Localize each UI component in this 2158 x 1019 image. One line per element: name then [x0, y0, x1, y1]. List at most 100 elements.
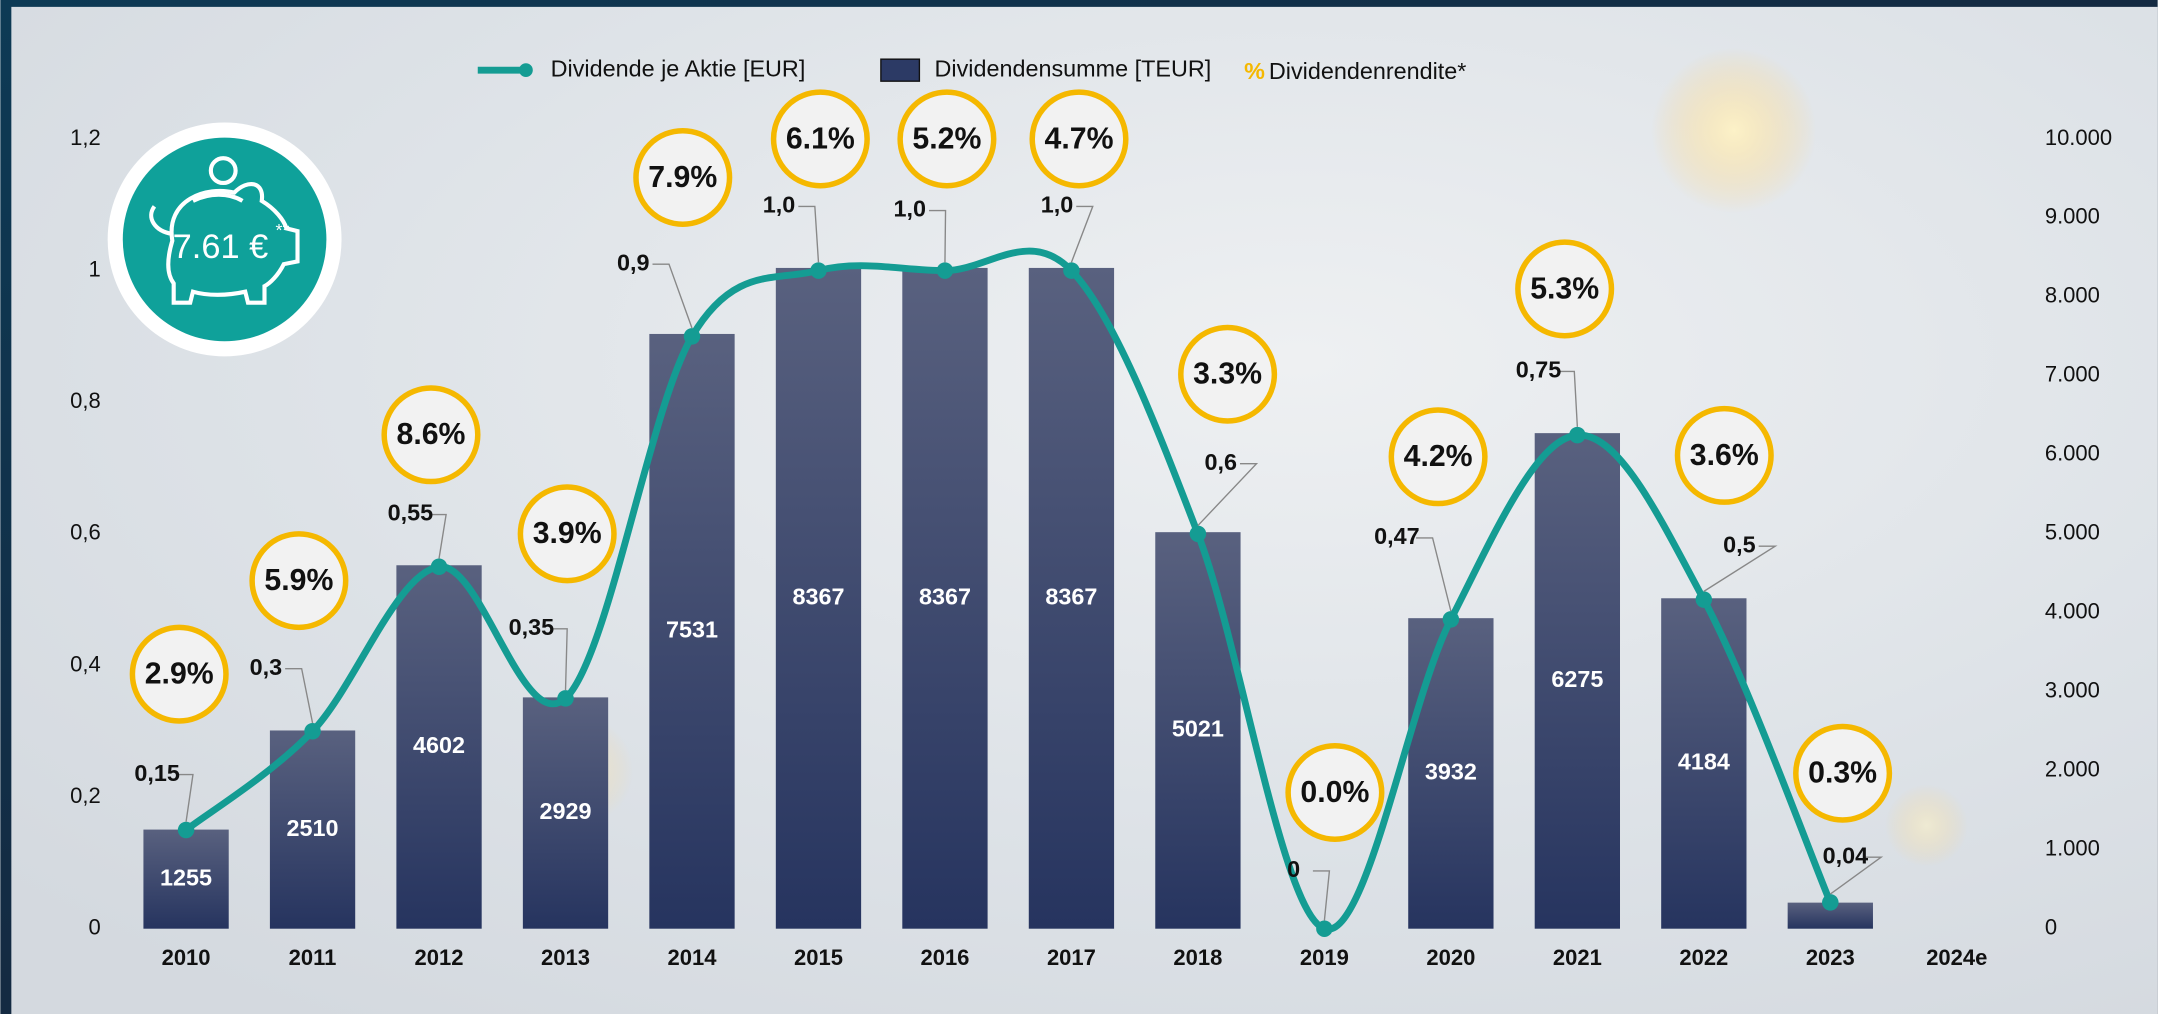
x-tick-label: 2022 — [1679, 945, 1728, 970]
x-tick-label: 2015 — [794, 945, 843, 970]
line-value-label: 0,3 — [250, 654, 283, 680]
line-value-label: 1,0 — [894, 196, 927, 222]
x-tick-label: 2012 — [415, 945, 464, 970]
bar-value-label: 8367 — [1045, 583, 1097, 609]
x-tick-label: 2024e — [1926, 945, 1987, 970]
leader-line — [1416, 537, 1452, 612]
line-value-label: 0 — [1287, 856, 1300, 882]
legend: Dividende je Aktie [EUR] Dividendensumme… — [477, 55, 1467, 84]
x-tick-label: 2010 — [162, 945, 211, 970]
x-tick-label: 2014 — [668, 945, 718, 970]
y2-tick-label: 10.000 — [2045, 125, 2112, 150]
bar-value-label: 2929 — [540, 798, 592, 824]
line-point — [1442, 611, 1460, 628]
bar-value-label: 7531 — [666, 616, 718, 642]
leader-line — [652, 263, 693, 329]
yield-label: 4.2% — [1404, 440, 1473, 473]
legend-label: Dividendenrendite* — [1269, 58, 1467, 84]
glow — [1651, 48, 1817, 214]
yield-badge — [1793, 723, 1893, 823]
line-value-label: 1,0 — [1041, 192, 1074, 218]
yield-badge — [897, 89, 997, 189]
x-tick-label: 2013 — [541, 945, 590, 970]
bar — [396, 565, 482, 929]
legend-bar-symbol — [880, 58, 921, 82]
x-tick-label: 2011 — [289, 945, 337, 970]
bar — [775, 267, 862, 929]
bar-value-label: 4602 — [413, 732, 465, 758]
bar — [1028, 267, 1115, 929]
line-point — [304, 723, 321, 740]
x-tick-label: 2016 — [920, 945, 969, 970]
line-point — [1822, 894, 1839, 911]
leader-line — [929, 209, 947, 263]
yield-label: 0.3% — [1808, 757, 1877, 790]
yield-badge — [1029, 89, 1129, 189]
yield-badge — [129, 624, 229, 724]
y-tick-label: 0,4 — [70, 651, 101, 676]
line-value-label: 0,5 — [1723, 531, 1756, 557]
piggy-icon — [149, 156, 300, 305]
yield-badge — [1388, 407, 1488, 507]
bar — [269, 730, 356, 929]
line-value-label: 0,6 — [1204, 449, 1237, 475]
yield-badge — [249, 531, 349, 631]
line-value-label: 0,55 — [388, 500, 434, 526]
leader-line — [550, 628, 568, 691]
yield-label: 4.7% — [1045, 122, 1114, 155]
x-tick-label: 2023 — [1806, 945, 1855, 970]
x-tick-label: 2018 — [1173, 945, 1222, 970]
leader-line — [1829, 856, 1884, 895]
bar — [522, 697, 609, 929]
yield-label: 2.9% — [145, 658, 214, 691]
yield-label: 6.1% — [786, 122, 855, 155]
y-tick-label: 0 — [89, 915, 101, 940]
yield-label: 3.3% — [1193, 358, 1262, 391]
bar-value-label: 6275 — [1551, 666, 1603, 692]
glow — [1885, 784, 1968, 867]
y-tick-label: 1 — [89, 256, 101, 281]
y2-tick-label: 8.000 — [2045, 283, 2100, 308]
x-tick-label: 2020 — [1426, 945, 1475, 970]
y2-tick-label: 0 — [2045, 915, 2057, 940]
line-value-label: 0,35 — [509, 614, 555, 640]
bar — [649, 333, 735, 929]
y2-tick-label: 9.000 — [2045, 204, 2100, 229]
y2-tick-label: 5.000 — [2045, 520, 2100, 545]
x-tick-label: 2019 — [1300, 945, 1349, 970]
leader-line — [1312, 870, 1331, 921]
yield-badge — [381, 385, 481, 485]
leader-line — [1197, 462, 1259, 527]
leader-line — [798, 205, 820, 263]
yield-label: 5.9% — [264, 564, 333, 597]
bar — [1534, 433, 1621, 929]
line-value-label: 1,0 — [763, 192, 796, 218]
line-point — [1189, 525, 1207, 543]
line-point — [683, 328, 701, 345]
yield-badge — [1515, 239, 1615, 339]
x-tick-label: 2021 — [1553, 945, 1602, 970]
yield-label: 5.2% — [912, 122, 981, 155]
line-point — [430, 558, 448, 575]
badge-superscript: ** — [276, 220, 290, 240]
line-point — [1063, 262, 1080, 279]
line-value-label: 0,04 — [1823, 842, 1869, 868]
y2-tick-label: 7.000 — [2045, 362, 2100, 387]
bar-value-label: 3932 — [1425, 759, 1477, 785]
leader-line — [1703, 545, 1778, 592]
leader-line — [429, 513, 447, 559]
y2-tick-label: 2.000 — [2045, 757, 2100, 782]
bar-value-label: 2510 — [287, 815, 339, 841]
leader-line — [176, 773, 194, 822]
y-tick-label: 0,6 — [70, 520, 101, 545]
bar-value-label: 1255 — [160, 864, 212, 890]
bar — [1408, 618, 1494, 929]
yield-badge — [770, 89, 870, 189]
leader-line — [1070, 205, 1094, 263]
yield-label: 7.9% — [648, 161, 717, 194]
yield-badge — [633, 127, 733, 228]
x-tick-label: 2017 — [1047, 945, 1096, 970]
legend-label: Dividendensumme [TEUR] — [935, 55, 1212, 81]
y2-tick-label: 1.000 — [2045, 836, 2100, 861]
